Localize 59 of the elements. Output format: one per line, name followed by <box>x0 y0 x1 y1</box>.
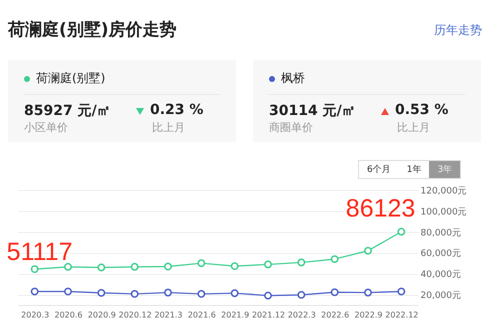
point <box>164 288 172 296</box>
x-tick-label: 2020.9 <box>88 310 116 320</box>
point <box>264 260 272 268</box>
point <box>230 262 239 270</box>
x-tick-label: 2022.12 <box>385 310 418 320</box>
x-tick-label: 2022.6 <box>321 310 350 320</box>
annotation: 51117 <box>6 238 72 266</box>
y-tick-label: 60,000元 <box>420 248 461 260</box>
point <box>230 289 239 298</box>
y-tick-label: 20,000元 <box>420 290 461 302</box>
text: 1年 <box>398 161 430 178</box>
legend-label: 荷澜庭(别墅) <box>36 71 106 85</box>
text: 比上月 <box>152 120 185 135</box>
text: 0.23 % <box>150 102 204 118</box>
text: 3年 <box>429 161 460 178</box>
point <box>130 290 139 298</box>
text: 比上月 <box>397 120 430 135</box>
point <box>130 262 139 271</box>
y-tick-label: 40,000元 <box>420 269 461 280</box>
point <box>364 288 372 296</box>
point <box>30 288 39 296</box>
point <box>97 288 106 297</box>
x-tick-label: 2021.9 <box>221 310 250 320</box>
point <box>97 264 106 272</box>
point <box>264 292 272 300</box>
text: 6个月 <box>359 161 399 178</box>
point <box>164 262 172 270</box>
x-tick-label: 2020.3 <box>21 310 50 320</box>
text: 商圈单价 <box>269 120 313 135</box>
annotation: 86123 <box>346 194 416 223</box>
y-tick-label: 120,000元 <box>420 186 467 196</box>
x-tick-label: 2021.3 <box>154 310 182 320</box>
point <box>297 258 306 266</box>
y-tick-label: 80,000元 <box>420 227 461 238</box>
point <box>397 228 406 236</box>
point <box>197 290 206 298</box>
point <box>64 288 72 296</box>
chart-title: 荷澜庭(别墅)房价走势 <box>8 19 177 41</box>
point <box>364 246 372 255</box>
x-tick-label: 2022.3 <box>288 310 316 320</box>
y-tick-label: 100,000元 <box>420 206 467 218</box>
text: 0.53 % <box>395 102 448 118</box>
point <box>330 255 339 264</box>
x-tick-label: 2022.9 <box>354 310 382 320</box>
point <box>330 288 339 296</box>
legend-label: 枫桥 <box>281 71 305 85</box>
x-tick-label: 2021.12 <box>252 310 286 320</box>
point <box>64 262 72 271</box>
text: 85927 元/㎡ <box>24 102 111 120</box>
point <box>297 290 306 299</box>
text: 小区单价 <box>24 120 68 135</box>
point <box>30 265 39 274</box>
x-tick-label: 2020.12 <box>118 310 152 320</box>
x-tick-label: 2021.6 <box>188 310 216 320</box>
text: 30114 元/㎡ <box>269 102 356 120</box>
x-tick-label: 2020.6 <box>54 310 82 320</box>
point <box>397 288 406 296</box>
point <box>197 259 206 268</box>
text: 历年走势 <box>434 22 482 39</box>
